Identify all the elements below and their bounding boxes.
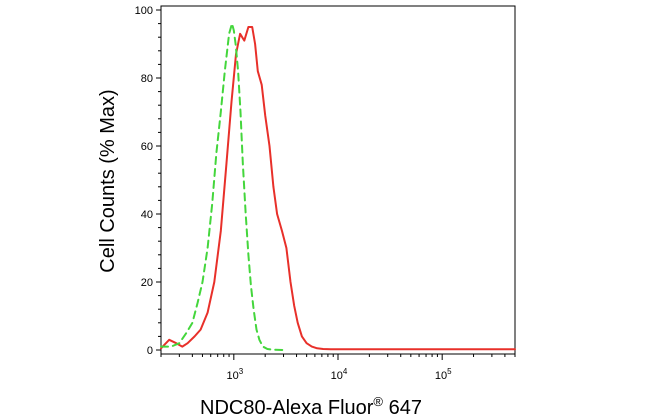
series-2-line (160, 22, 285, 351)
y-tick-label: 100 (135, 5, 153, 17)
y-tick-label: 80 (141, 73, 153, 85)
y-axis-title: Cell Counts (% Max) (97, 89, 119, 272)
series-layer (160, 22, 516, 351)
x-tick-label: 105 (435, 367, 452, 382)
y-tick-label: 40 (141, 209, 153, 221)
y-tick-label: 60 (141, 141, 153, 153)
series-1-line (160, 26, 516, 351)
x-tick-label: 103 (226, 367, 243, 382)
x-axis: 103 104 105 (160, 354, 516, 382)
y-axis: 0 20 40 60 80 100 (135, 5, 161, 357)
y-tick-label: 0 (147, 345, 153, 357)
x-axis-title: NDC80-Alexa Fluor® 647 (200, 394, 422, 419)
y-tick-label: 20 (141, 277, 153, 289)
x-tick-label: 104 (331, 367, 348, 382)
